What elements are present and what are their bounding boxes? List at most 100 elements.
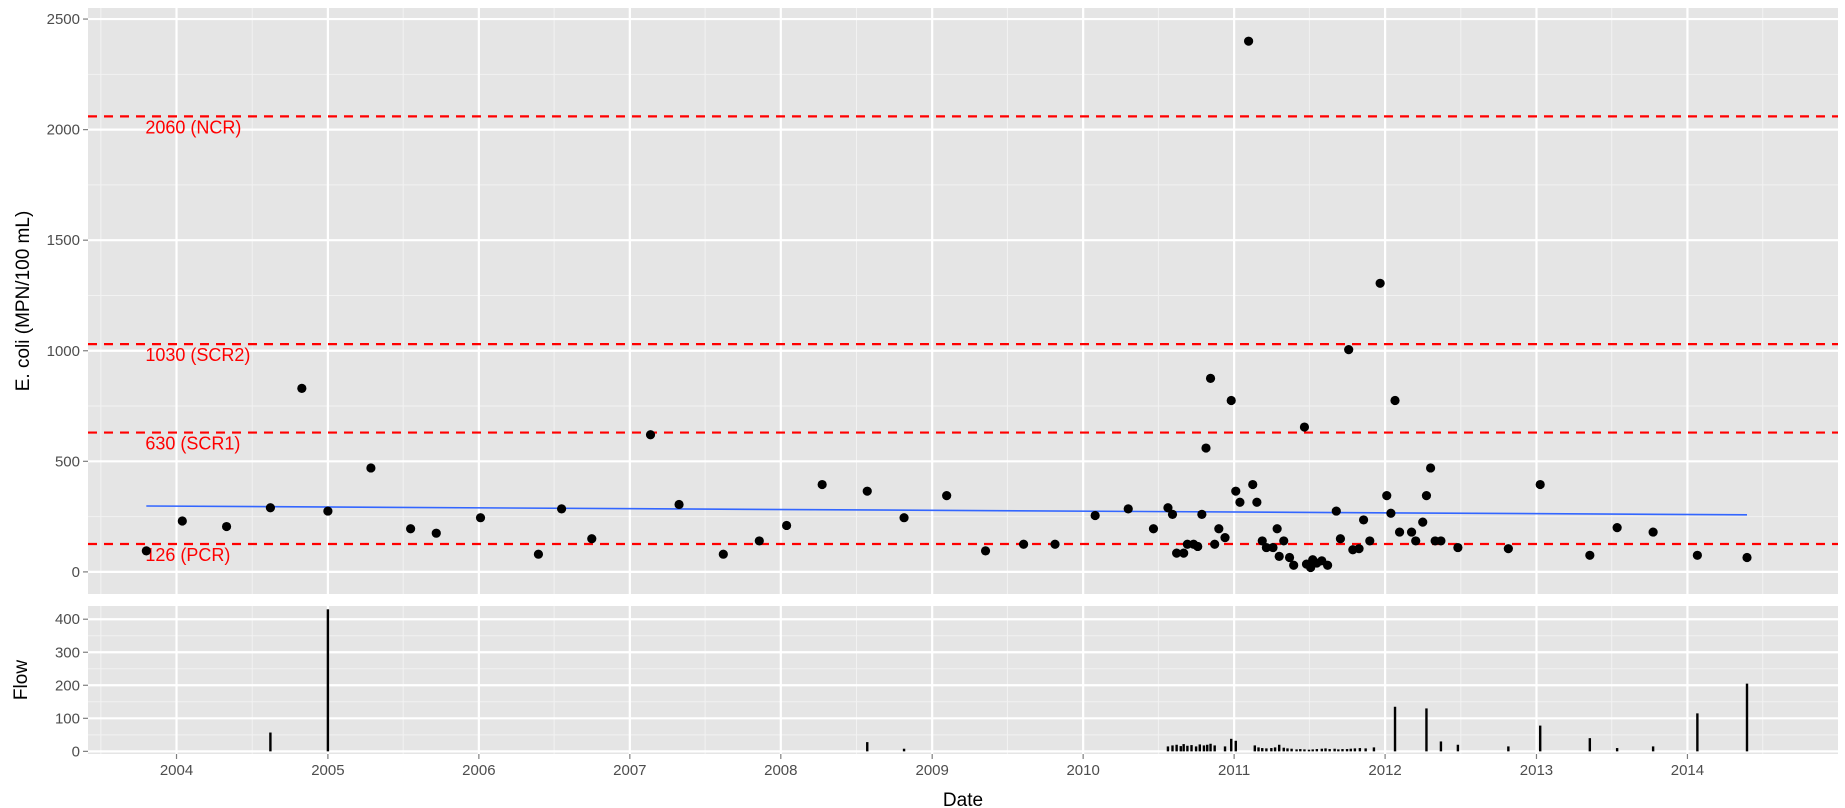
flow-bar (1303, 749, 1306, 752)
flow-bar (1286, 748, 1289, 752)
ecoli-points (141, 36, 1752, 573)
ecoli-data-point (323, 506, 333, 516)
reference-line-label: 2060 (NCR) (145, 117, 241, 137)
flow-bar (1261, 748, 1264, 752)
flow-bar (1198, 744, 1201, 752)
flow-bar (1372, 747, 1376, 752)
ecoli-data-point (1358, 515, 1369, 525)
ecoli-data-point (1335, 534, 1346, 544)
flow-bar (1206, 744, 1209, 752)
ecoli-data-point (1226, 395, 1236, 406)
ecoli-data-point (980, 546, 991, 556)
ecoli-data-point (1411, 536, 1421, 546)
flow-bar (1166, 746, 1170, 752)
flow-bar (1290, 748, 1293, 752)
flow-bar (1320, 748, 1324, 752)
ecoli-data-point (1274, 551, 1284, 562)
ecoli-data-point (781, 520, 792, 531)
flow-bar (1186, 745, 1189, 752)
x-tick-label: 2012 (1368, 762, 1401, 779)
ecoli-data-point (899, 513, 909, 523)
ecoli-data-point (1123, 504, 1133, 514)
ecoli-data-point (1261, 542, 1271, 553)
ecoli-data-point (265, 503, 276, 513)
flow-bars (269, 609, 1749, 752)
flow-y-tick-label: 200 (55, 677, 80, 694)
ecoli-data-point (406, 524, 416, 534)
ecoli-data-point (1172, 548, 1182, 558)
ecoli-data-point (1648, 527, 1658, 537)
ecoli-data-point (645, 430, 656, 440)
flow-bar (1299, 749, 1302, 752)
x-axis: 2004 2005 2006 2007 2008 2009 2010 2011 2012 2013… (160, 754, 1704, 779)
ecoli-data-point (366, 463, 376, 473)
ecoli-data-point (942, 490, 952, 501)
ecoli-data-point (1742, 552, 1752, 563)
flow-bar (1171, 745, 1174, 752)
ecoli-data-point (1163, 503, 1173, 513)
flow-bar (1349, 748, 1352, 752)
flow-bar (1307, 749, 1311, 752)
ecoli-data-point (1503, 544, 1513, 554)
x-tick-label: 2010 (1066, 762, 1099, 779)
flow-bar (1278, 744, 1281, 752)
flow-bar (326, 609, 330, 752)
ecoli-data-point (297, 383, 307, 393)
ecoli-data-point (1235, 497, 1245, 507)
ecoli-data-point (1418, 517, 1428, 527)
x-tick-label: 2008 (764, 762, 797, 779)
ecoli-data-point (1299, 422, 1310, 432)
x-tick-label: 2014 (1671, 762, 1704, 779)
ecoli-gridlines (88, 8, 1838, 594)
ecoli-data-point (1425, 463, 1436, 473)
ecoli-data-point (1272, 524, 1282, 534)
ecoli-data-point (141, 546, 151, 556)
flow-bar (1696, 713, 1699, 752)
ecoli-data-point (1205, 373, 1216, 383)
ecoli-data-point (1193, 541, 1203, 552)
ecoli-data-point (1210, 539, 1220, 549)
ecoli-y-axis-title: E. coli (MPN/100 mL) (13, 211, 34, 392)
ecoli-data-point (862, 486, 872, 496)
ecoli-data-point (1386, 508, 1396, 518)
ecoli-data-point (556, 504, 567, 514)
flow-bar (1341, 749, 1344, 752)
ecoli-data-point (431, 528, 441, 538)
flow-bar (1257, 747, 1260, 752)
flow-bar (866, 742, 869, 752)
flow-bar (1311, 749, 1314, 752)
flow-bar (1538, 725, 1542, 752)
ecoli-data-point (1167, 509, 1178, 519)
flow-bar (1175, 744, 1178, 752)
flow-bar (1353, 748, 1357, 752)
flow-bar (1456, 744, 1460, 752)
ecoli-data-point (1375, 278, 1385, 288)
ecoli-data-point (1050, 539, 1060, 549)
flow-y-tick-label: 400 (55, 611, 80, 628)
flow-bar (1253, 745, 1257, 752)
flow-bar (1337, 749, 1340, 752)
ecoli-data-point (1220, 533, 1230, 543)
flow-bar (1425, 708, 1428, 752)
flow-bar (1202, 745, 1206, 752)
ecoli-y-tick-label: 2500 (47, 11, 80, 28)
flow-bar (1209, 743, 1212, 752)
flow-bar (1615, 748, 1619, 752)
ecoli-y-tick-label: 2000 (47, 122, 80, 139)
ecoli-data-point (1279, 536, 1289, 546)
ecoli-data-point (1421, 490, 1432, 501)
reference-lines: 2060 (NCR) 1030 (SCR2) 630 (SCR1) 126 (PCR) (88, 115, 1838, 565)
ecoli-data-point (1201, 443, 1211, 453)
ecoli-y-tick-label: 1000 (47, 343, 80, 360)
flow-bar (1213, 745, 1216, 752)
ecoli-data-point (674, 499, 684, 510)
flow-bar (1507, 746, 1510, 752)
flow-bar (1358, 748, 1362, 752)
ecoli-data-point (1090, 510, 1100, 521)
ecoli-data-point (1289, 560, 1299, 570)
ecoli-data-point (1331, 506, 1341, 516)
ecoli-data-point (1018, 539, 1029, 549)
flow-y-axis: 0 100 200 300 400 (55, 611, 88, 760)
ecoli-data-point (1197, 509, 1207, 519)
